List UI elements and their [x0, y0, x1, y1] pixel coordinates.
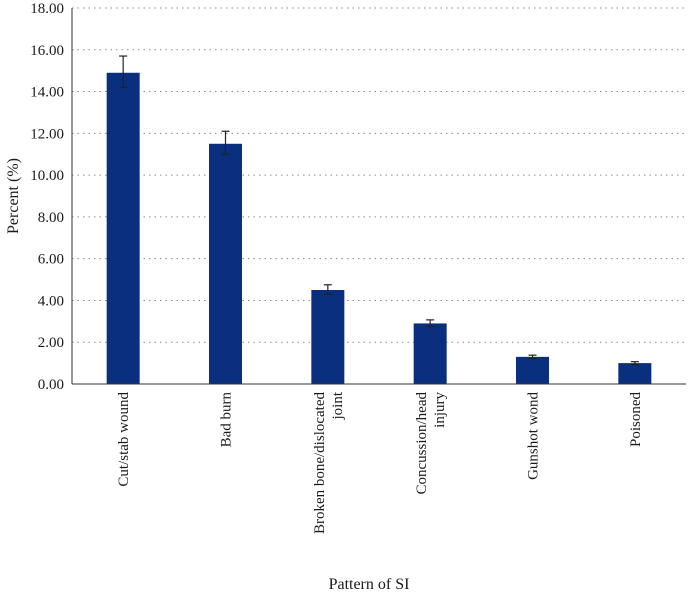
bar: [106, 72, 140, 384]
y-tick-label: 2.00: [38, 335, 64, 351]
x-tick-label-line: Gunshot wond: [526, 392, 542, 480]
x-tick-label: Gunshot wond: [526, 392, 542, 480]
y-tick-label: 18.00: [30, 1, 64, 17]
bars: [106, 72, 652, 384]
y-tick-label: 4.00: [38, 293, 64, 309]
x-tick-label: Cut/stab wound: [116, 392, 132, 487]
y-tick-label: 10.00: [30, 168, 64, 184]
y-tick-label: 16.00: [30, 43, 64, 59]
axes: [71, 8, 686, 385]
gridlines: [72, 7, 686, 343]
y-tick-label: 8.00: [38, 210, 64, 226]
y-tick-label: 14.00: [30, 85, 64, 101]
x-tick-label-line: Concussion/head: [414, 392, 430, 495]
error-bars: [119, 55, 639, 366]
x-tick-label-line: joint: [330, 391, 346, 420]
y-tick-label: 0.00: [38, 377, 64, 393]
x-tick-label: Bad burn: [219, 392, 235, 448]
bar: [516, 356, 549, 384]
bar: [209, 143, 242, 384]
x-tick-label-line: Broken bone/dislocated: [312, 392, 328, 535]
error-bar: [221, 130, 230, 155]
y-tick-label: 12.00: [30, 126, 64, 142]
x-tick-label-line: Cut/stab wound: [116, 392, 132, 487]
x-tick-label-line: Bad burn: [219, 392, 235, 448]
bar: [311, 290, 345, 384]
bar: [413, 323, 447, 384]
error-bar: [630, 361, 639, 366]
x-tick-label-line: injury: [432, 392, 448, 428]
bar: [618, 363, 652, 384]
error-bar: [528, 354, 537, 360]
x-tick-labels: Cut/stab wound Bad burn Broken bone/disloc…: [116, 391, 644, 534]
error-bar: [119, 55, 128, 88]
x-tick-label: Concussion/head injury: [414, 392, 448, 495]
x-tick-label: Broken bone/dislocated joint: [312, 391, 346, 534]
x-tick-label: Poisoned: [628, 392, 644, 448]
error-bar: [323, 284, 332, 295]
y-tick-label: 6.00: [38, 252, 64, 268]
x-tick-label-line: Poisoned: [628, 392, 644, 448]
error-bar: [426, 319, 435, 328]
y-axis-title: Percent (%): [5, 158, 22, 234]
y-tick-labels: 0.00 2.00 4.00 6.00 8.00 10.00 12.00 14.00 16.00…: [30, 1, 64, 393]
x-axis-title: Pattern of SI: [329, 576, 410, 593]
